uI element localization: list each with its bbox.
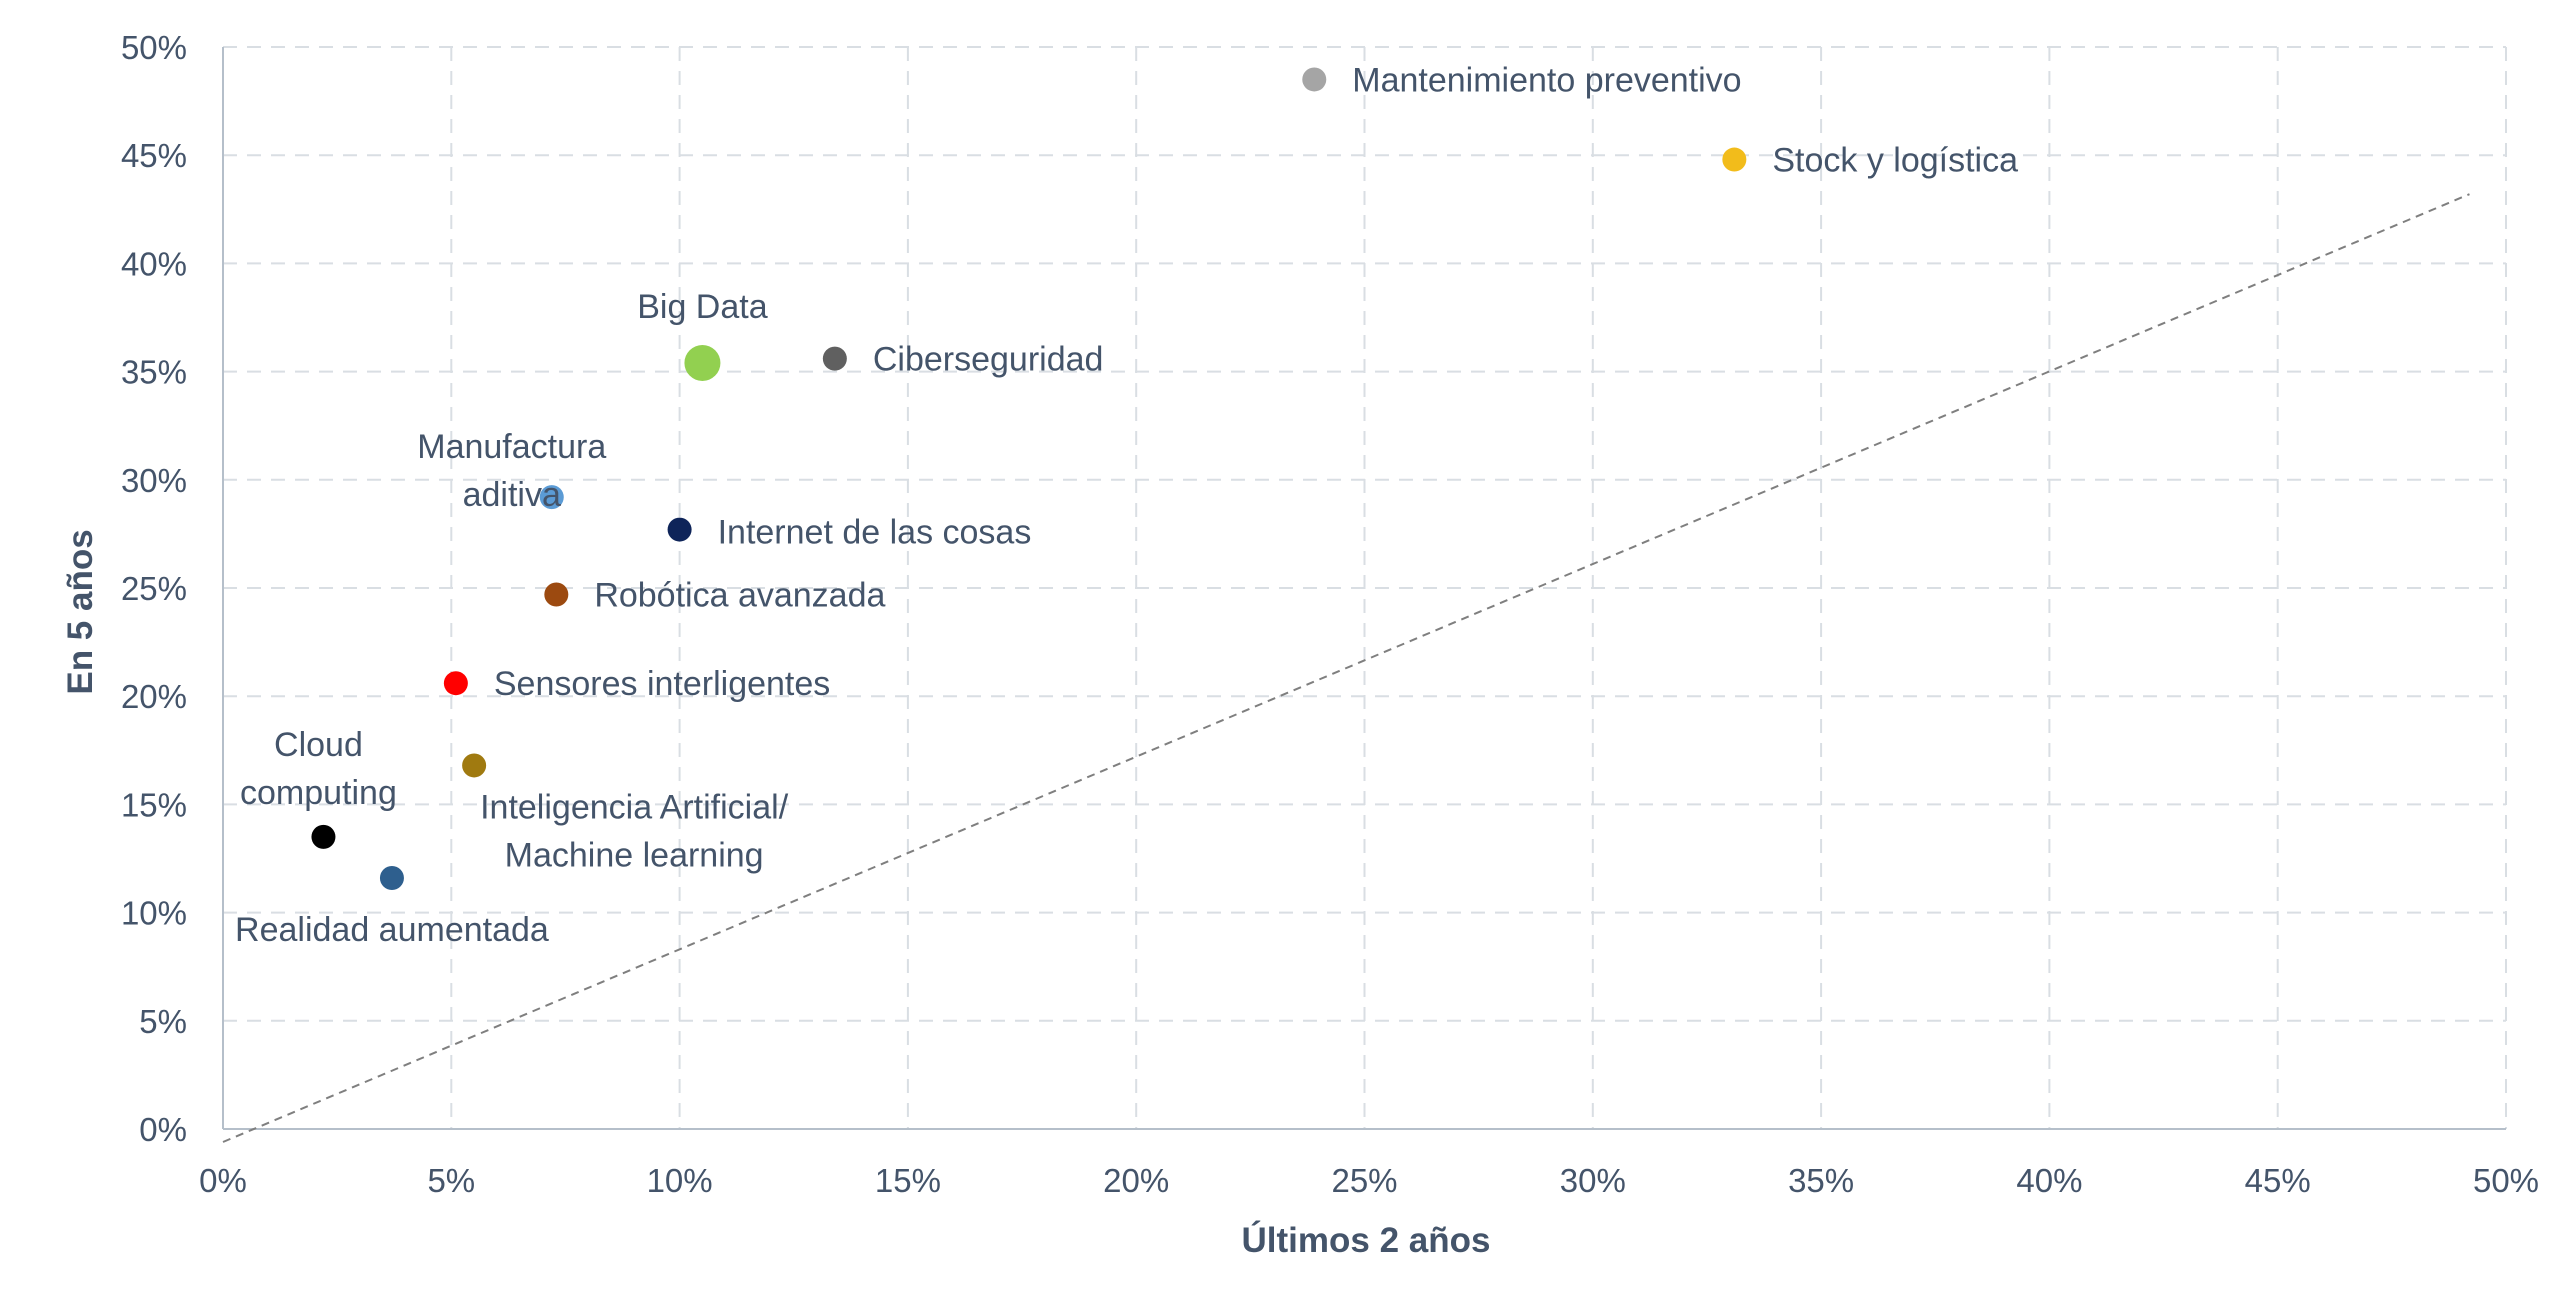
y-tick-label: 45%	[121, 137, 187, 174]
data-point	[667, 517, 692, 542]
point-label-line: Machine learning	[505, 836, 764, 874]
data-point	[462, 753, 487, 778]
point-label: Realidad aumentada	[235, 911, 549, 949]
point-label-line: Mantenimiento preventivo	[1352, 61, 1741, 99]
point-label: Sensores interligentes	[494, 665, 830, 703]
point-label-line: Ciberseguridad	[873, 341, 1104, 379]
point-label: Cloud computing	[240, 726, 397, 812]
y-tick-label: 50%	[121, 29, 187, 66]
point-label-line: Inteligencia Artificial/	[480, 788, 789, 826]
point-label: Big Data	[637, 288, 767, 326]
data-point	[311, 824, 336, 849]
y-axis-ticks: 0% 5% 10% 15% 20% 25% 30% 35% 40% 45% 50%	[121, 29, 187, 1148]
y-tick-label: 40%	[121, 245, 187, 282]
y-tick-label: 25%	[121, 570, 187, 607]
y-tick-label: 10%	[121, 895, 187, 932]
x-tick-label: 20%	[1103, 1162, 1169, 1199]
x-tick-label: 40%	[2016, 1162, 2082, 1199]
x-tick-label: 25%	[1331, 1162, 1397, 1199]
x-axis-ticks: 0% 5% 10% 15% 20% 25% 30% 35% 40% 45% 50%	[199, 1162, 2539, 1199]
y-tick-label: 20%	[121, 678, 187, 715]
point-label-line: computing	[240, 774, 397, 812]
x-tick-label: 50%	[2473, 1162, 2539, 1199]
point-label: Manufactura aditiva	[417, 428, 606, 514]
x-tick-label: 5%	[427, 1162, 475, 1199]
y-tick-label: 5%	[139, 1003, 187, 1040]
reference-diagonal-line	[222, 193, 2470, 1143]
data-point	[443, 671, 468, 696]
x-tick-label: 45%	[2245, 1162, 2311, 1199]
axes	[222, 47, 2506, 1130]
data-point	[822, 346, 847, 371]
x-tick-label: 15%	[875, 1162, 941, 1199]
data-point	[544, 582, 569, 607]
y-tick-label: 30%	[121, 462, 187, 499]
point-label-line: Cloud	[274, 726, 363, 764]
data-point	[539, 485, 564, 510]
x-tick-label: 30%	[1560, 1162, 1626, 1199]
data-point	[1302, 67, 1327, 92]
x-tick-label: 35%	[1788, 1162, 1854, 1199]
y-axis-title: En 5 años	[61, 529, 100, 694]
point-label-line: Sensores interligentes	[494, 665, 830, 703]
y-tick-label: 15%	[121, 786, 187, 823]
data-point	[1722, 147, 1747, 172]
x-tick-label: 10%	[647, 1162, 713, 1199]
y-tick-label: 0%	[139, 1111, 187, 1148]
point-label: Ciberseguridad	[873, 341, 1104, 379]
point-label: Robótica avanzada	[594, 576, 885, 614]
point-label-line: Internet de las cosas	[718, 514, 1032, 552]
point-label-line: Big Data	[637, 288, 767, 326]
point-label: Internet de las cosas	[718, 514, 1032, 552]
point-labels: Mantenimiento preventivo Stock y logístic…	[235, 61, 2018, 949]
gridlines	[223, 46, 2507, 1129]
data-point	[684, 344, 721, 381]
data-point	[379, 865, 404, 890]
y-tick-label: 35%	[121, 354, 187, 391]
point-label: Inteligencia Artificial/Machine learning	[480, 788, 789, 874]
point-label-line: Realidad aumentada	[235, 911, 549, 949]
x-tick-label: 0%	[199, 1162, 247, 1199]
point-label-line: Manufactura	[417, 428, 606, 466]
point-label: Mantenimiento preventivo	[1352, 61, 1741, 99]
point-label-line: aditiva	[463, 476, 561, 514]
x-axis-title: Últimos 2 años	[1242, 1220, 1491, 1260]
point-label-line: Stock y logística	[1772, 142, 2018, 180]
point-label-line: Robótica avanzada	[594, 576, 885, 614]
data-points	[311, 67, 1747, 890]
point-label: Stock y logística	[1772, 142, 2018, 180]
